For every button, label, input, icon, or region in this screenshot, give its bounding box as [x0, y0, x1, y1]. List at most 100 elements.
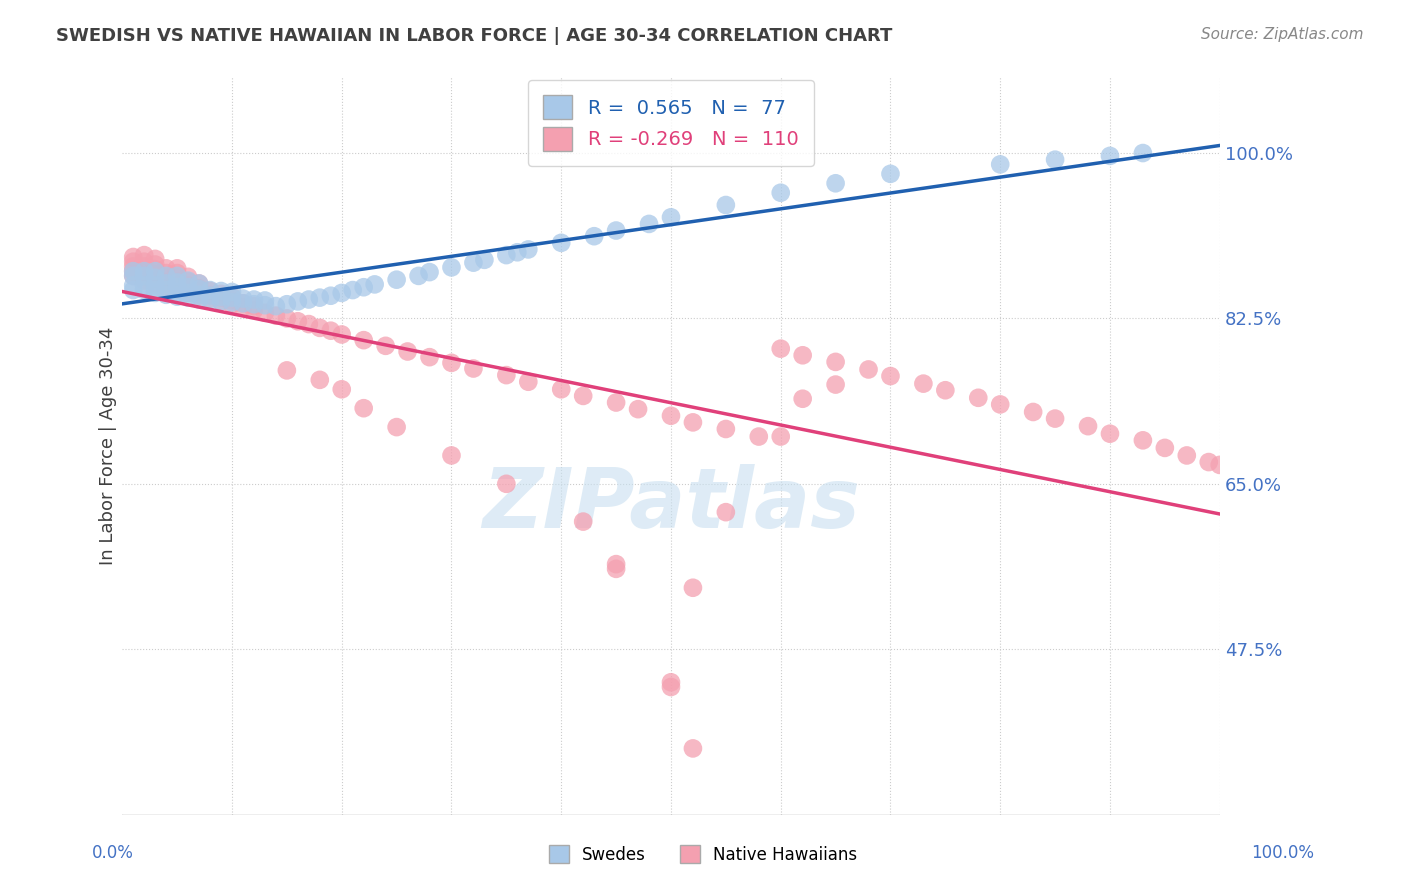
Legend: Swedes, Native Hawaiians: Swedes, Native Hawaiians — [543, 838, 863, 871]
Point — [572, 389, 595, 403]
Point — [440, 449, 463, 463]
Point — [134, 274, 156, 288]
Point — [166, 280, 188, 294]
Point — [155, 270, 177, 285]
Text: 100.0%: 100.0% — [1251, 844, 1315, 862]
Point — [143, 277, 166, 291]
Point — [276, 297, 298, 311]
Point — [143, 258, 166, 272]
Point — [166, 268, 188, 283]
Point — [1209, 458, 1232, 472]
Point — [166, 278, 188, 293]
Point — [198, 284, 221, 298]
Point — [682, 741, 704, 756]
Point — [188, 285, 211, 299]
Point — [155, 276, 177, 290]
Point — [134, 283, 156, 297]
Point — [748, 429, 770, 443]
Point — [659, 211, 682, 225]
Point — [155, 266, 177, 280]
Point — [143, 264, 166, 278]
Point — [209, 290, 232, 304]
Point — [155, 261, 177, 276]
Point — [385, 420, 408, 434]
Legend: R =  0.565   N =  77, R = -0.269   N =  110: R = 0.565 N = 77, R = -0.269 N = 110 — [527, 79, 814, 166]
Point — [517, 375, 540, 389]
Point — [143, 267, 166, 281]
Point — [419, 265, 441, 279]
Point — [198, 289, 221, 303]
Point — [463, 361, 485, 376]
Point — [879, 369, 901, 384]
Point — [188, 289, 211, 303]
Point — [1153, 441, 1175, 455]
Point — [934, 383, 956, 397]
Point — [143, 252, 166, 266]
Point — [143, 278, 166, 293]
Point — [188, 287, 211, 301]
Point — [474, 252, 496, 267]
Point — [714, 422, 737, 436]
Point — [221, 291, 243, 305]
Point — [177, 274, 200, 288]
Point — [495, 476, 517, 491]
Point — [298, 293, 321, 307]
Y-axis label: In Labor Force | Age 30-34: In Labor Force | Age 30-34 — [100, 326, 117, 566]
Point — [134, 260, 156, 274]
Point — [134, 268, 156, 283]
Point — [353, 280, 375, 294]
Point — [714, 505, 737, 519]
Point — [659, 409, 682, 423]
Point — [276, 311, 298, 326]
Point — [134, 268, 156, 283]
Point — [143, 271, 166, 285]
Point — [188, 277, 211, 291]
Point — [342, 283, 364, 297]
Point — [682, 416, 704, 430]
Point — [506, 245, 529, 260]
Point — [177, 278, 200, 293]
Point — [1022, 405, 1045, 419]
Point — [209, 294, 232, 309]
Point — [308, 321, 330, 335]
Point — [583, 229, 606, 244]
Point — [188, 277, 211, 291]
Point — [166, 266, 188, 280]
Point — [1132, 434, 1154, 448]
Point — [1132, 146, 1154, 161]
Point — [122, 268, 145, 283]
Point — [353, 333, 375, 347]
Point — [209, 286, 232, 301]
Point — [1198, 455, 1220, 469]
Point — [243, 293, 266, 307]
Point — [122, 264, 145, 278]
Point — [988, 397, 1011, 411]
Point — [319, 289, 342, 303]
Point — [319, 324, 342, 338]
Point — [363, 277, 385, 292]
Point — [253, 306, 276, 320]
Point — [177, 280, 200, 294]
Point — [122, 250, 145, 264]
Point — [408, 268, 430, 283]
Point — [188, 281, 211, 295]
Point — [385, 273, 408, 287]
Point — [177, 269, 200, 284]
Point — [209, 294, 232, 309]
Point — [155, 277, 177, 291]
Point — [143, 270, 166, 285]
Point — [988, 157, 1011, 171]
Point — [605, 223, 627, 237]
Point — [638, 217, 661, 231]
Point — [243, 297, 266, 311]
Point — [243, 299, 266, 313]
Point — [440, 260, 463, 275]
Point — [714, 198, 737, 212]
Point — [232, 296, 254, 310]
Point — [122, 283, 145, 297]
Point — [330, 382, 353, 396]
Point — [143, 262, 166, 277]
Point — [134, 264, 156, 278]
Point — [198, 293, 221, 308]
Point — [177, 285, 200, 300]
